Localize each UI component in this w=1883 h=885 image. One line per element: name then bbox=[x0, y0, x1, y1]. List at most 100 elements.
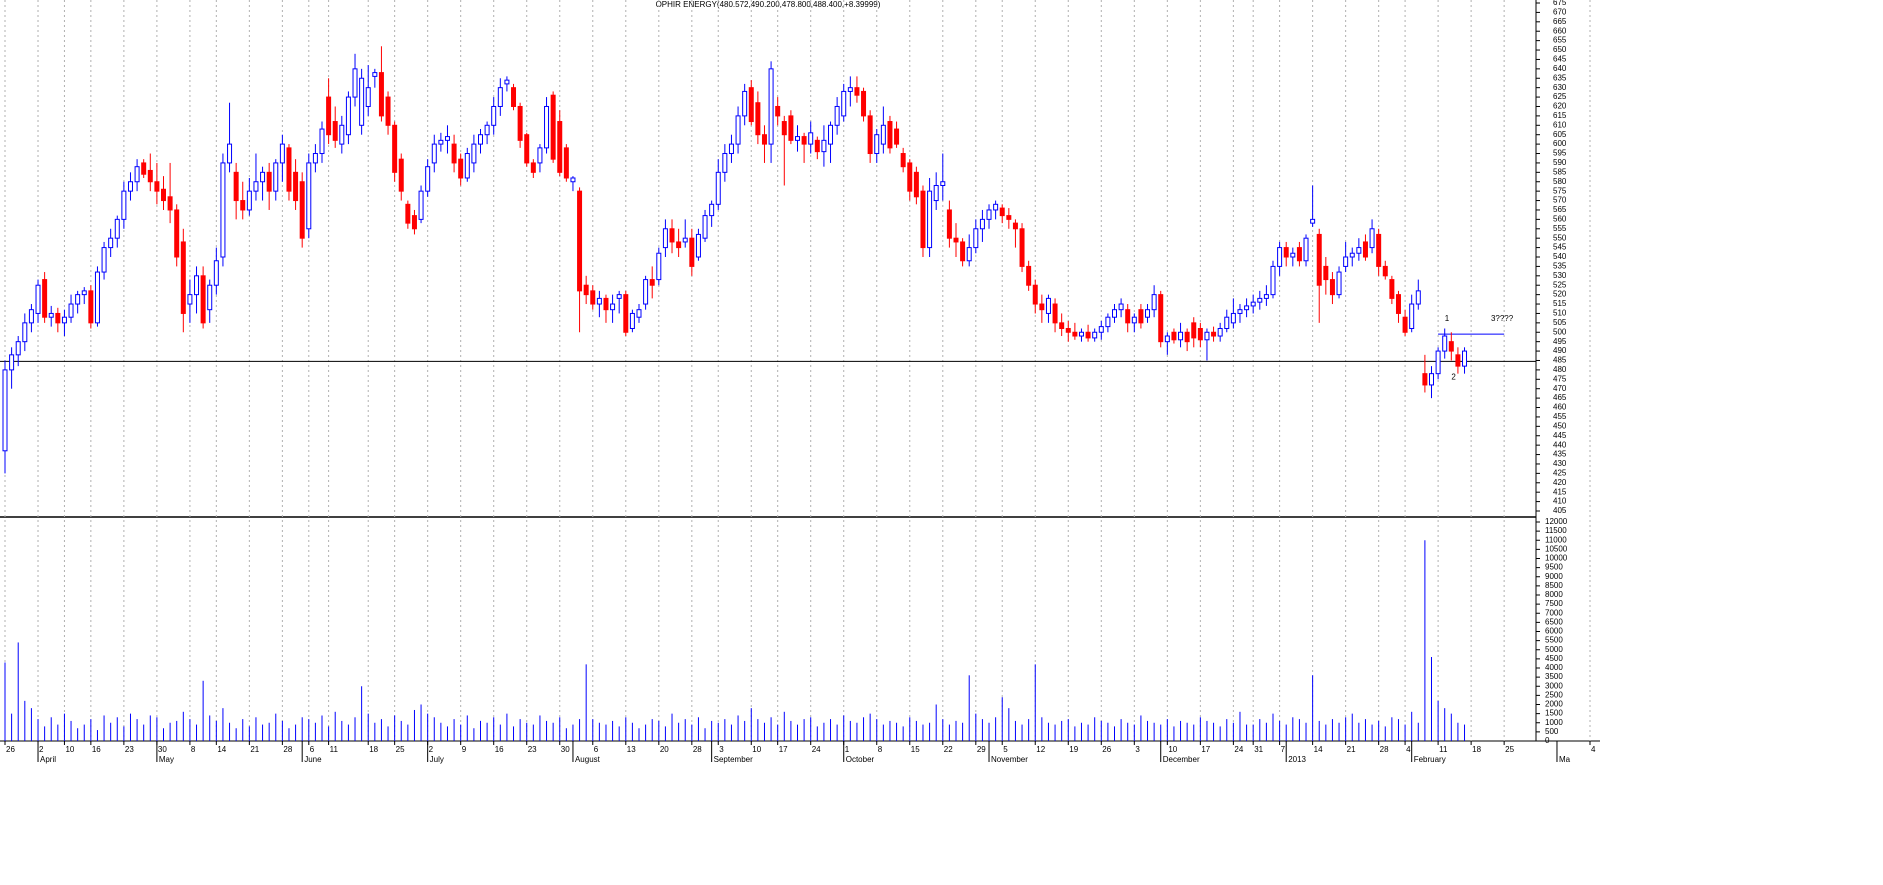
y-tick-label: 580 bbox=[1553, 177, 1567, 186]
volume-tick-label: 11000 bbox=[1545, 535, 1567, 544]
y-tick-label: 675 bbox=[1553, 0, 1567, 7]
x-tick-label: 15 bbox=[911, 745, 920, 754]
candle-body bbox=[293, 171, 299, 202]
x-tick-label: 1 bbox=[845, 745, 850, 754]
x-tick-label: 24 bbox=[812, 745, 821, 754]
y-tick-label: 650 bbox=[1553, 45, 1567, 54]
candle-body bbox=[260, 171, 266, 183]
y-tick-label: 645 bbox=[1553, 55, 1567, 64]
candle-body bbox=[438, 139, 444, 145]
candle-body bbox=[88, 290, 94, 324]
candle-body bbox=[187, 294, 193, 305]
month-label: November bbox=[991, 755, 1028, 764]
candle-body bbox=[900, 153, 906, 168]
candle-body bbox=[986, 209, 992, 220]
candle-body bbox=[319, 128, 325, 155]
x-tick-label: 14 bbox=[1314, 745, 1323, 754]
y-tick-label: 540 bbox=[1553, 252, 1567, 261]
candle-body bbox=[894, 128, 900, 145]
candle-body bbox=[761, 134, 767, 145]
y-tick-label: 455 bbox=[1553, 412, 1567, 421]
y-tick-label: 415 bbox=[1553, 487, 1567, 496]
candle-body bbox=[577, 190, 583, 292]
candle-body bbox=[1217, 327, 1223, 337]
candle-body bbox=[61, 316, 67, 324]
candle-body bbox=[484, 124, 490, 136]
y-tick-label: 460 bbox=[1553, 403, 1567, 412]
y-tick-label: 470 bbox=[1553, 384, 1567, 393]
candle-body bbox=[1336, 271, 1342, 296]
candle-body bbox=[444, 136, 450, 141]
candle-body bbox=[372, 72, 378, 77]
candle-body bbox=[682, 237, 688, 243]
candle-body bbox=[332, 121, 338, 141]
x-tick-label: 6 bbox=[310, 745, 315, 754]
candle-body bbox=[127, 181, 133, 192]
candle-body bbox=[1448, 341, 1454, 352]
candle-body bbox=[1237, 309, 1243, 314]
y-tick-label: 670 bbox=[1553, 8, 1567, 17]
x-tick-label: 10 bbox=[1168, 745, 1177, 754]
candle-body bbox=[570, 177, 576, 183]
candle-body bbox=[213, 260, 219, 286]
candle-body bbox=[1257, 297, 1263, 303]
candle-body bbox=[960, 241, 966, 262]
candle-body bbox=[563, 147, 569, 179]
volume-tick-label: 8000 bbox=[1545, 590, 1563, 599]
candle-body bbox=[497, 87, 503, 107]
x-tick-label: 24 bbox=[1234, 745, 1243, 754]
candle-body bbox=[1138, 309, 1144, 324]
candle-body bbox=[161, 188, 166, 202]
month-label: December bbox=[1163, 755, 1200, 764]
candle-body bbox=[1362, 241, 1368, 258]
candle-body bbox=[28, 309, 34, 324]
y-tick-label: 585 bbox=[1553, 167, 1567, 176]
candle-body bbox=[1429, 373, 1434, 386]
candle-body bbox=[194, 275, 200, 296]
x-tick-label: 11 bbox=[330, 745, 339, 754]
candle-body bbox=[755, 102, 761, 136]
candle-body bbox=[722, 153, 728, 173]
x-tick-label: 3 bbox=[1135, 745, 1140, 754]
candle-body bbox=[847, 87, 853, 92]
candle-body bbox=[1224, 316, 1230, 329]
y-tick-label: 620 bbox=[1553, 102, 1567, 111]
candle-body bbox=[418, 190, 424, 220]
x-tick-label: 4 bbox=[1591, 745, 1596, 754]
annotation: 2 bbox=[1451, 373, 1456, 382]
candle-body bbox=[550, 94, 556, 160]
candle-body bbox=[81, 290, 87, 296]
candle-body bbox=[616, 294, 622, 299]
candle-body bbox=[1349, 252, 1355, 258]
candle-body bbox=[643, 279, 649, 305]
x-tick-label: 8 bbox=[878, 745, 883, 754]
y-tick-label: 420 bbox=[1553, 478, 1567, 487]
candle-body bbox=[1039, 303, 1045, 311]
candle-body bbox=[22, 322, 28, 343]
y-tick-label: 525 bbox=[1553, 280, 1567, 289]
candle-body bbox=[854, 87, 860, 96]
x-tick-label: 30 bbox=[561, 745, 570, 754]
candle-body bbox=[973, 228, 979, 249]
y-tick-label: 405 bbox=[1553, 506, 1567, 515]
candle-body bbox=[352, 68, 358, 98]
volume-tick-label: 5500 bbox=[1545, 636, 1563, 645]
candle-body bbox=[1178, 331, 1184, 341]
candle-body bbox=[1118, 303, 1124, 311]
x-tick-label: 26 bbox=[6, 745, 15, 754]
y-tick-label: 570 bbox=[1553, 196, 1567, 205]
candle-body bbox=[1263, 294, 1269, 299]
candle-body bbox=[253, 181, 259, 192]
candle-body bbox=[167, 196, 173, 211]
x-tick-label: 17 bbox=[1201, 745, 1210, 754]
candle-body bbox=[880, 124, 886, 145]
x-tick-label: 19 bbox=[1069, 745, 1078, 754]
x-tick-label: 22 bbox=[944, 745, 953, 754]
candle-body bbox=[993, 203, 999, 211]
month-label: 2013 bbox=[1288, 755, 1306, 764]
candle-body bbox=[695, 233, 701, 258]
candle-body bbox=[114, 218, 120, 239]
candle-body bbox=[1098, 326, 1104, 333]
y-tick-label: 635 bbox=[1553, 73, 1567, 82]
